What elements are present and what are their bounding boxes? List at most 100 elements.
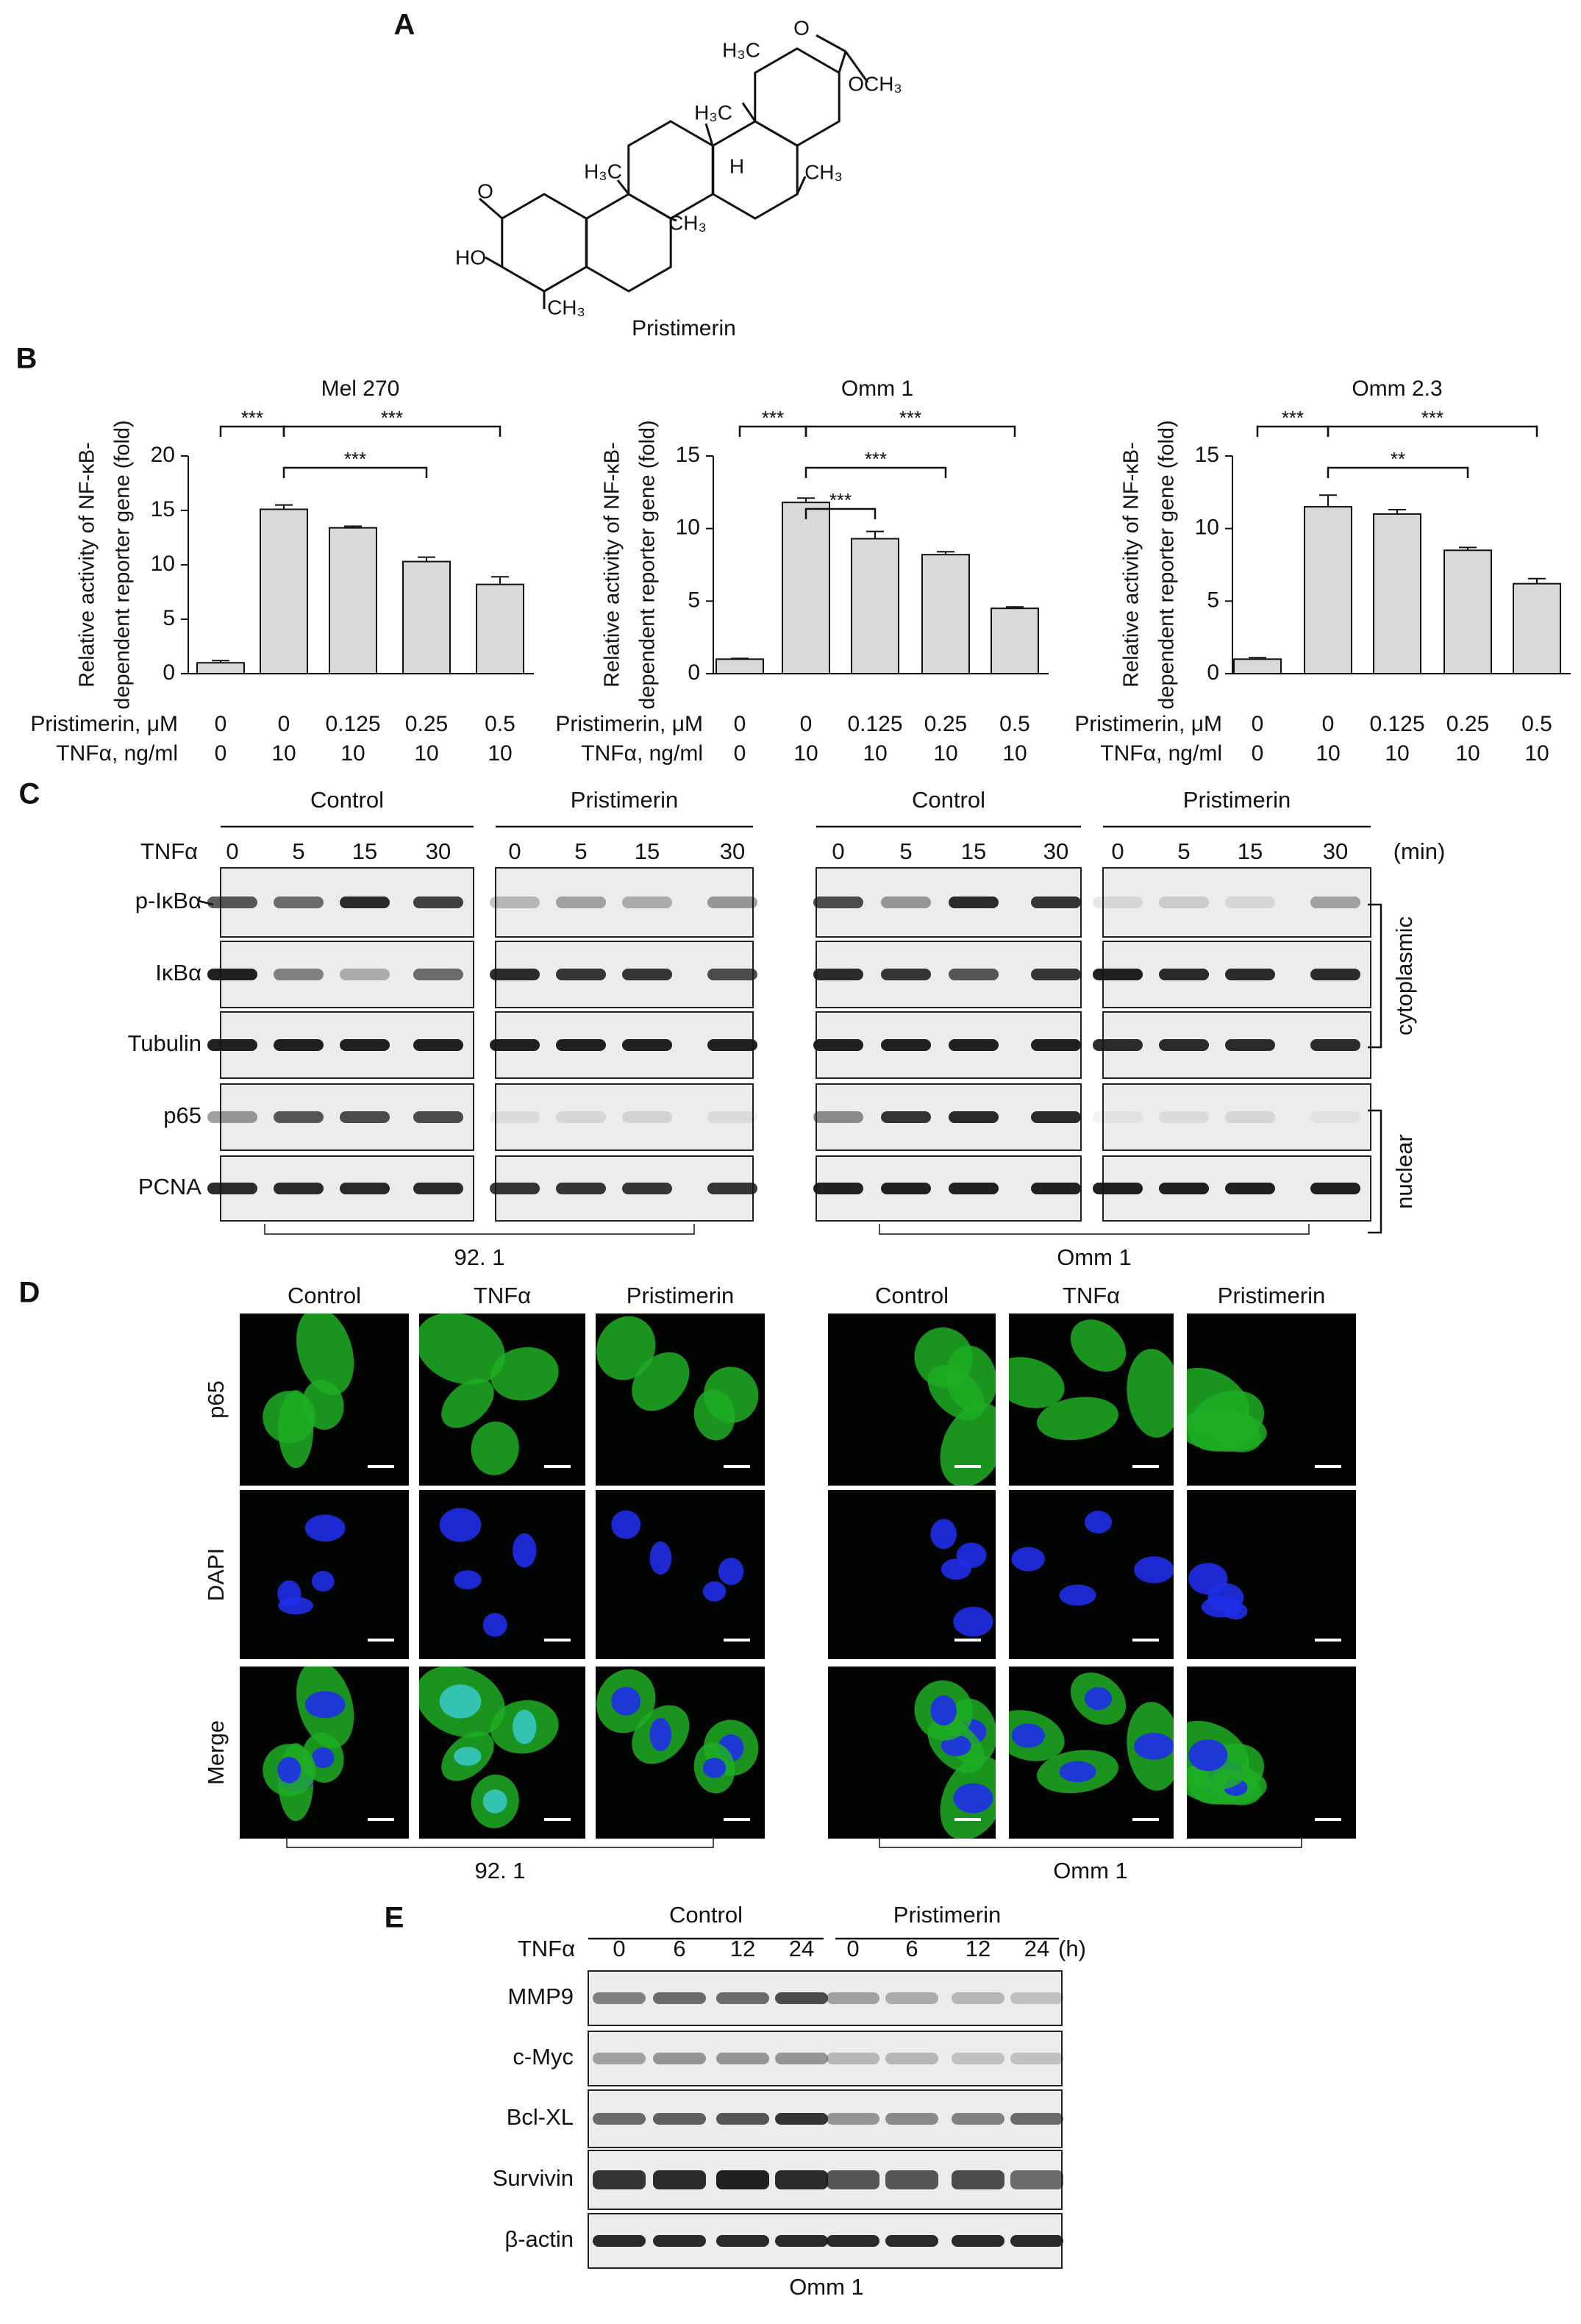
y-tick-label: 15: [151, 497, 175, 521]
cells: [1188, 1563, 1248, 1620]
blot-band: [556, 1111, 606, 1123]
blot-band: [707, 969, 757, 980]
chart-title: Omm 1: [841, 377, 913, 401]
blot-band: [490, 1183, 540, 1194]
cells: [914, 1680, 996, 1839]
significance-label: ***: [344, 448, 366, 470]
nucleus: [1011, 1547, 1045, 1572]
x-tick-label: 0: [1252, 741, 1264, 766]
nucleus: [649, 1717, 672, 1752]
blot-band: [827, 2053, 879, 2064]
blot-band: [593, 2170, 646, 2189]
blot-band: [716, 2113, 769, 2125]
nucleus: [1059, 1761, 1096, 1783]
time-label: 0: [1111, 838, 1124, 864]
blot-band: [1093, 897, 1143, 908]
y-axis-label: dependent reporter gene (fold): [1155, 420, 1179, 709]
blot-band: [1093, 969, 1143, 980]
x-tick-label: 0: [215, 741, 227, 766]
nucleus: [611, 1510, 641, 1539]
cells: [263, 1314, 354, 1469]
blot-band: [274, 1111, 324, 1123]
y-axis-label: dependent reporter gene (fold): [111, 420, 135, 709]
blot-band: [593, 2113, 646, 2125]
cells: [277, 1514, 346, 1615]
x-tick-label: 0.125: [1369, 712, 1424, 736]
column-header: Control: [288, 1283, 361, 1308]
ring: [754, 47, 841, 147]
significance-label: **: [1391, 448, 1405, 470]
nucleus: [439, 1508, 482, 1542]
significance-label: ***: [241, 407, 263, 429]
bond: [616, 179, 630, 195]
blot-band: [707, 1183, 757, 1194]
x-tick-label: 0.5: [999, 712, 1030, 736]
nucleus: [702, 1581, 727, 1602]
nucleus: [1011, 1723, 1045, 1748]
blot-band: [1031, 897, 1081, 908]
ring: [501, 193, 588, 293]
blot-box: [588, 2031, 1063, 2086]
blot-band: [1225, 1111, 1275, 1123]
blot-band: [622, 1111, 672, 1123]
time-label: 15: [635, 838, 660, 864]
significance-bracket: [804, 507, 877, 519]
ring: [585, 193, 672, 293]
blot-band: [340, 1039, 390, 1051]
group-header: Control: [310, 787, 384, 813]
bond: [485, 256, 503, 268]
cell-line-label: Omm 1: [1057, 1244, 1132, 1270]
panel-label: E: [385, 1902, 404, 1934]
row-label: DAPI: [203, 1548, 229, 1601]
y-tick-label: 15: [676, 443, 700, 467]
column-header: TNFα: [1063, 1283, 1120, 1308]
atom-label: CH₃: [668, 211, 707, 234]
blot-band: [881, 969, 931, 980]
blot-band: [1031, 1111, 1081, 1123]
blot-band: [952, 2053, 1004, 2064]
y-tick-label: 5: [688, 588, 700, 612]
time-label: 15: [352, 838, 377, 864]
cells: [596, 1316, 759, 1441]
blot-band: [716, 2053, 769, 2064]
nucleus: [304, 1691, 346, 1719]
blot-band: [653, 2170, 706, 2189]
group-header: Control: [669, 1902, 743, 1928]
row-label: Tubulin: [127, 1030, 201, 1056]
significance-bracket: [804, 466, 947, 478]
blot-band: [340, 1183, 390, 1194]
bond: [479, 197, 503, 220]
cells: [596, 1669, 759, 1794]
nucleus: [454, 1747, 482, 1766]
column-header: Control: [875, 1283, 949, 1308]
time-label: 30: [426, 838, 451, 864]
bar: [851, 538, 899, 674]
blot-band: [653, 2053, 706, 2064]
compound-name: Pristimerin: [632, 316, 736, 341]
blot-band: [1310, 1111, 1360, 1123]
nucleus: [513, 1709, 537, 1744]
blot-band: [1159, 1183, 1209, 1194]
atom-label: H: [729, 154, 744, 177]
time-label: 24: [789, 1936, 814, 1961]
nucleus: [439, 1684, 482, 1719]
bar: [991, 607, 1039, 675]
time-label: 0: [226, 838, 238, 864]
blot-band: [207, 1039, 257, 1051]
chart-title: Omm 2.3: [1352, 377, 1442, 401]
blot-band: [622, 969, 672, 980]
row-label: Merge: [203, 1720, 229, 1785]
blot-band: [775, 2235, 828, 2247]
bar: [329, 527, 377, 674]
row-label: Pristimerin, μM: [30, 712, 178, 736]
nucleus: [941, 1558, 971, 1580]
blot-band: [881, 1039, 931, 1051]
cell-line-bracket: [879, 1837, 1302, 1848]
time-label: 0: [846, 1936, 859, 1961]
blot-band: [340, 1111, 390, 1123]
blot-band: [1010, 2170, 1063, 2189]
blot-band: [556, 1039, 606, 1051]
cell-green: [1070, 1319, 1127, 1372]
x-tick-label: 0.125: [847, 712, 902, 736]
